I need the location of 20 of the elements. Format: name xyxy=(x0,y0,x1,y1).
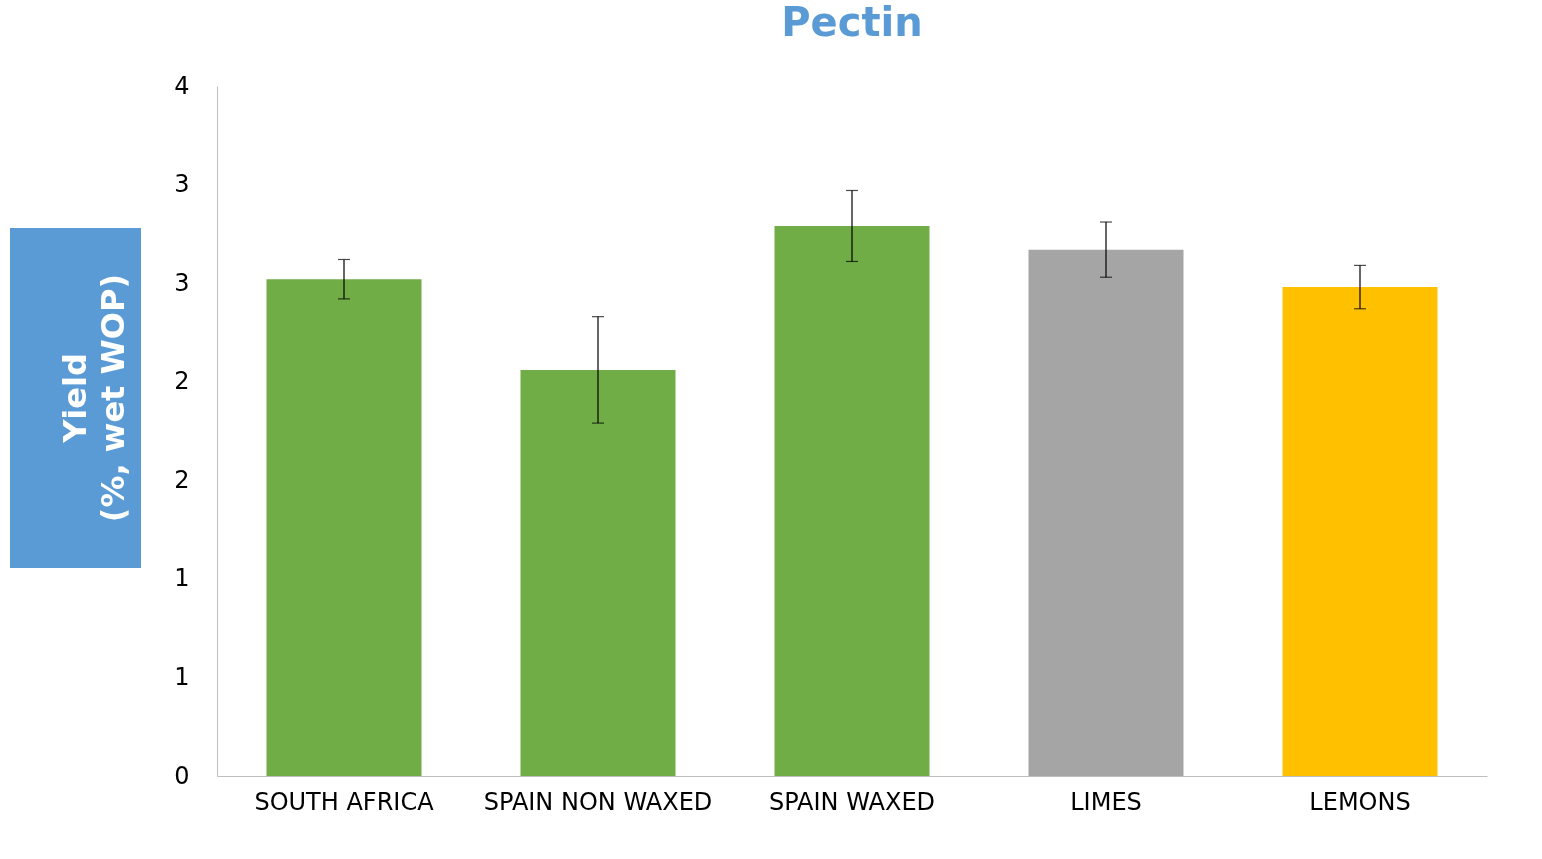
y-axis-title: Yield (%, wet WOP) xyxy=(56,273,132,523)
y-tick-label: 3 xyxy=(174,170,190,199)
x-tick-label: SPAIN WAXED xyxy=(768,787,936,816)
bar xyxy=(1282,287,1438,776)
bar xyxy=(266,279,422,776)
bar xyxy=(520,369,676,776)
bar xyxy=(774,225,930,776)
y-tick-label: 2 xyxy=(174,367,190,396)
x-tick-label: LEMONS xyxy=(1309,787,1411,816)
x-tick-label: SOUTH AFRICA xyxy=(254,787,435,816)
y-tick-label: 1 xyxy=(174,564,190,593)
chart-title: Pectin xyxy=(781,0,923,45)
y-tick-label: 3 xyxy=(174,268,190,297)
y-tick-label: 0 xyxy=(174,761,190,790)
y-tick-label: 2 xyxy=(174,465,190,494)
x-tick-label: SPAIN NON WAXED xyxy=(483,787,713,816)
y-tick-label: 4 xyxy=(174,71,190,100)
x-tick-label: LIMES xyxy=(1070,787,1142,816)
y-tick-label: 1 xyxy=(174,662,190,691)
bar xyxy=(1028,249,1184,776)
